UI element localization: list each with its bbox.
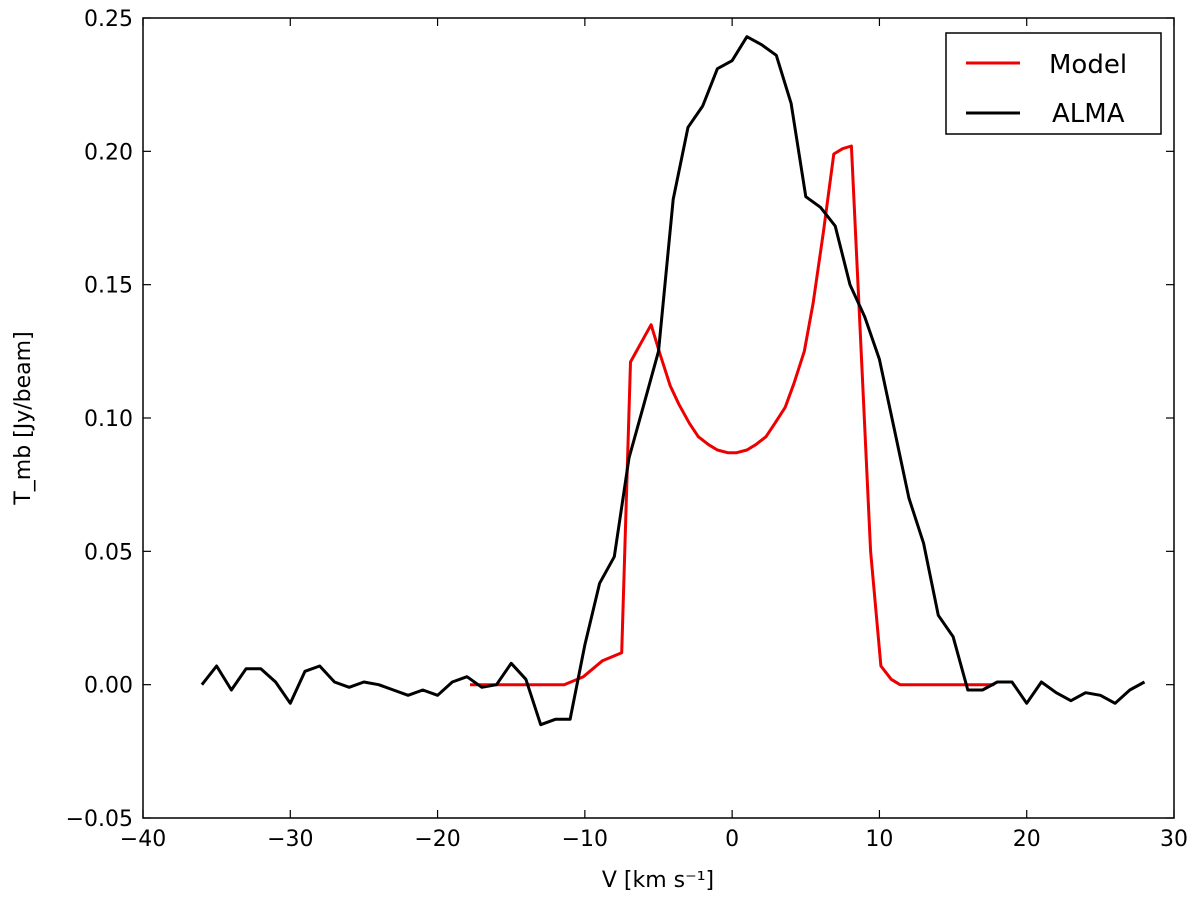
y-tick-label: −0.05 xyxy=(66,807,133,832)
y-tick-label: 0.05 xyxy=(84,540,133,565)
y-tick-label: 0.10 xyxy=(84,407,133,432)
x-tick-label: −30 xyxy=(267,827,313,852)
x-tick-label: 20 xyxy=(1013,827,1041,852)
x-tick-label: −20 xyxy=(414,827,460,852)
x-tick-label: 30 xyxy=(1160,827,1188,852)
series-line-alma xyxy=(200,35,1146,727)
series-line-model xyxy=(470,144,995,687)
x-tick-label: −40 xyxy=(120,827,166,852)
x-axis-label: V [km s⁻¹] xyxy=(602,868,714,893)
ticks-layer: −40 −30 −20 −10 0 10 20 30 −0.05 0.00 0.05 0.10 0.15… xyxy=(66,7,1188,852)
legend-label-alma: ALMA xyxy=(1052,99,1125,129)
plot-area xyxy=(143,18,1174,818)
x-tick-label: −10 xyxy=(562,827,608,852)
y-tick-label: 0.25 xyxy=(84,7,133,32)
series-layer xyxy=(200,35,1146,727)
legend-box xyxy=(945,32,1162,135)
plot-frame xyxy=(142,17,1175,819)
legend-label-model: Model xyxy=(1049,50,1127,80)
y-tick-label: 0.00 xyxy=(84,674,133,699)
legend: Model ALMA xyxy=(945,32,1162,135)
x-tick-label: 10 xyxy=(865,827,893,852)
y-tick-label: 0.15 xyxy=(84,274,133,299)
y-axis-label: T_mb [Jy/beam] xyxy=(11,331,36,505)
x-tick-label: 0 xyxy=(725,827,739,852)
y-tick-label: 0.20 xyxy=(84,140,133,165)
